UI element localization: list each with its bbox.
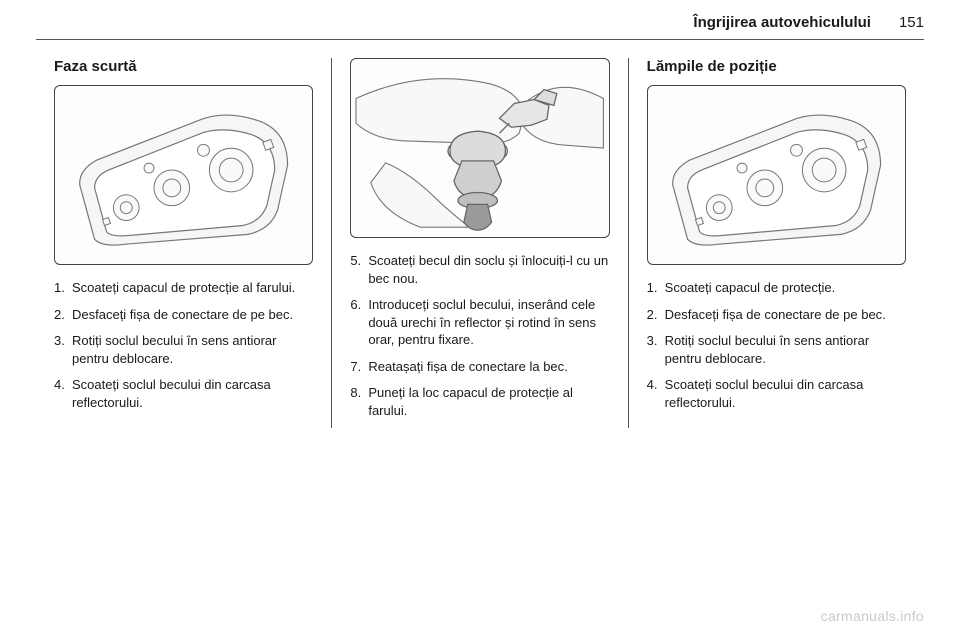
section-title-left: Faza scurtă [54,58,313,75]
steps-list-right: Scoateți capacul de protecție. Desfaceți … [647,279,906,411]
column-middle: Scoateți becul din soclu și înlocuiți-l … [331,58,627,428]
steps-list-middle: Scoateți becul din soclu și înlocuiți-l … [350,252,609,419]
bulb-removal-svg [351,59,608,237]
headlamp-rear-svg [55,86,312,264]
step-item: Desfaceți fișa de conectare de pe bec. [647,306,906,324]
step-item: Desfaceți fișa de conectare de pe bec. [54,306,313,324]
step-item: Rotiți soclul becului în sens antiorar p… [54,332,313,367]
step-item: Puneți la loc capacul de protecție al fa… [350,384,609,419]
step-item: Scoateți soclul becului din carcasa refl… [647,376,906,411]
step-item: Scoateți becul din soclu și înlocuiți-l … [350,252,609,287]
header-rule [36,39,924,40]
content-columns: Faza scurtă [36,58,924,428]
step-item: Scoateți soclul becului din carcasa refl… [54,376,313,411]
step-item: Scoateți capacul de protecție. [647,279,906,297]
steps-list-left: Scoateți capacul de protecție al farului… [54,279,313,411]
column-left: Faza scurtă [36,58,331,428]
step-item: Rotiți soclul becului în sens antiorar p… [647,332,906,367]
figure-headlamp-rear-left [54,85,313,265]
section-title-right: Lămpile de poziție [647,58,906,75]
step-item: Reatașați fișa de conectare la bec. [350,358,609,376]
watermark: carmanuals.info [821,608,924,624]
figure-bulb-removal [350,58,609,238]
chapter-title: Îngrijirea autovehiculului [693,14,871,31]
step-item: Scoateți capacul de protecție al farului… [54,279,313,297]
figure-headlamp-rear-right [647,85,906,265]
step-item: Introduceți soclul becului, inserând cel… [350,296,609,349]
page-number: 151 [899,14,924,31]
column-right: Lămpile de poziție [628,58,924,428]
headlamp-rear-svg-2 [648,86,905,264]
